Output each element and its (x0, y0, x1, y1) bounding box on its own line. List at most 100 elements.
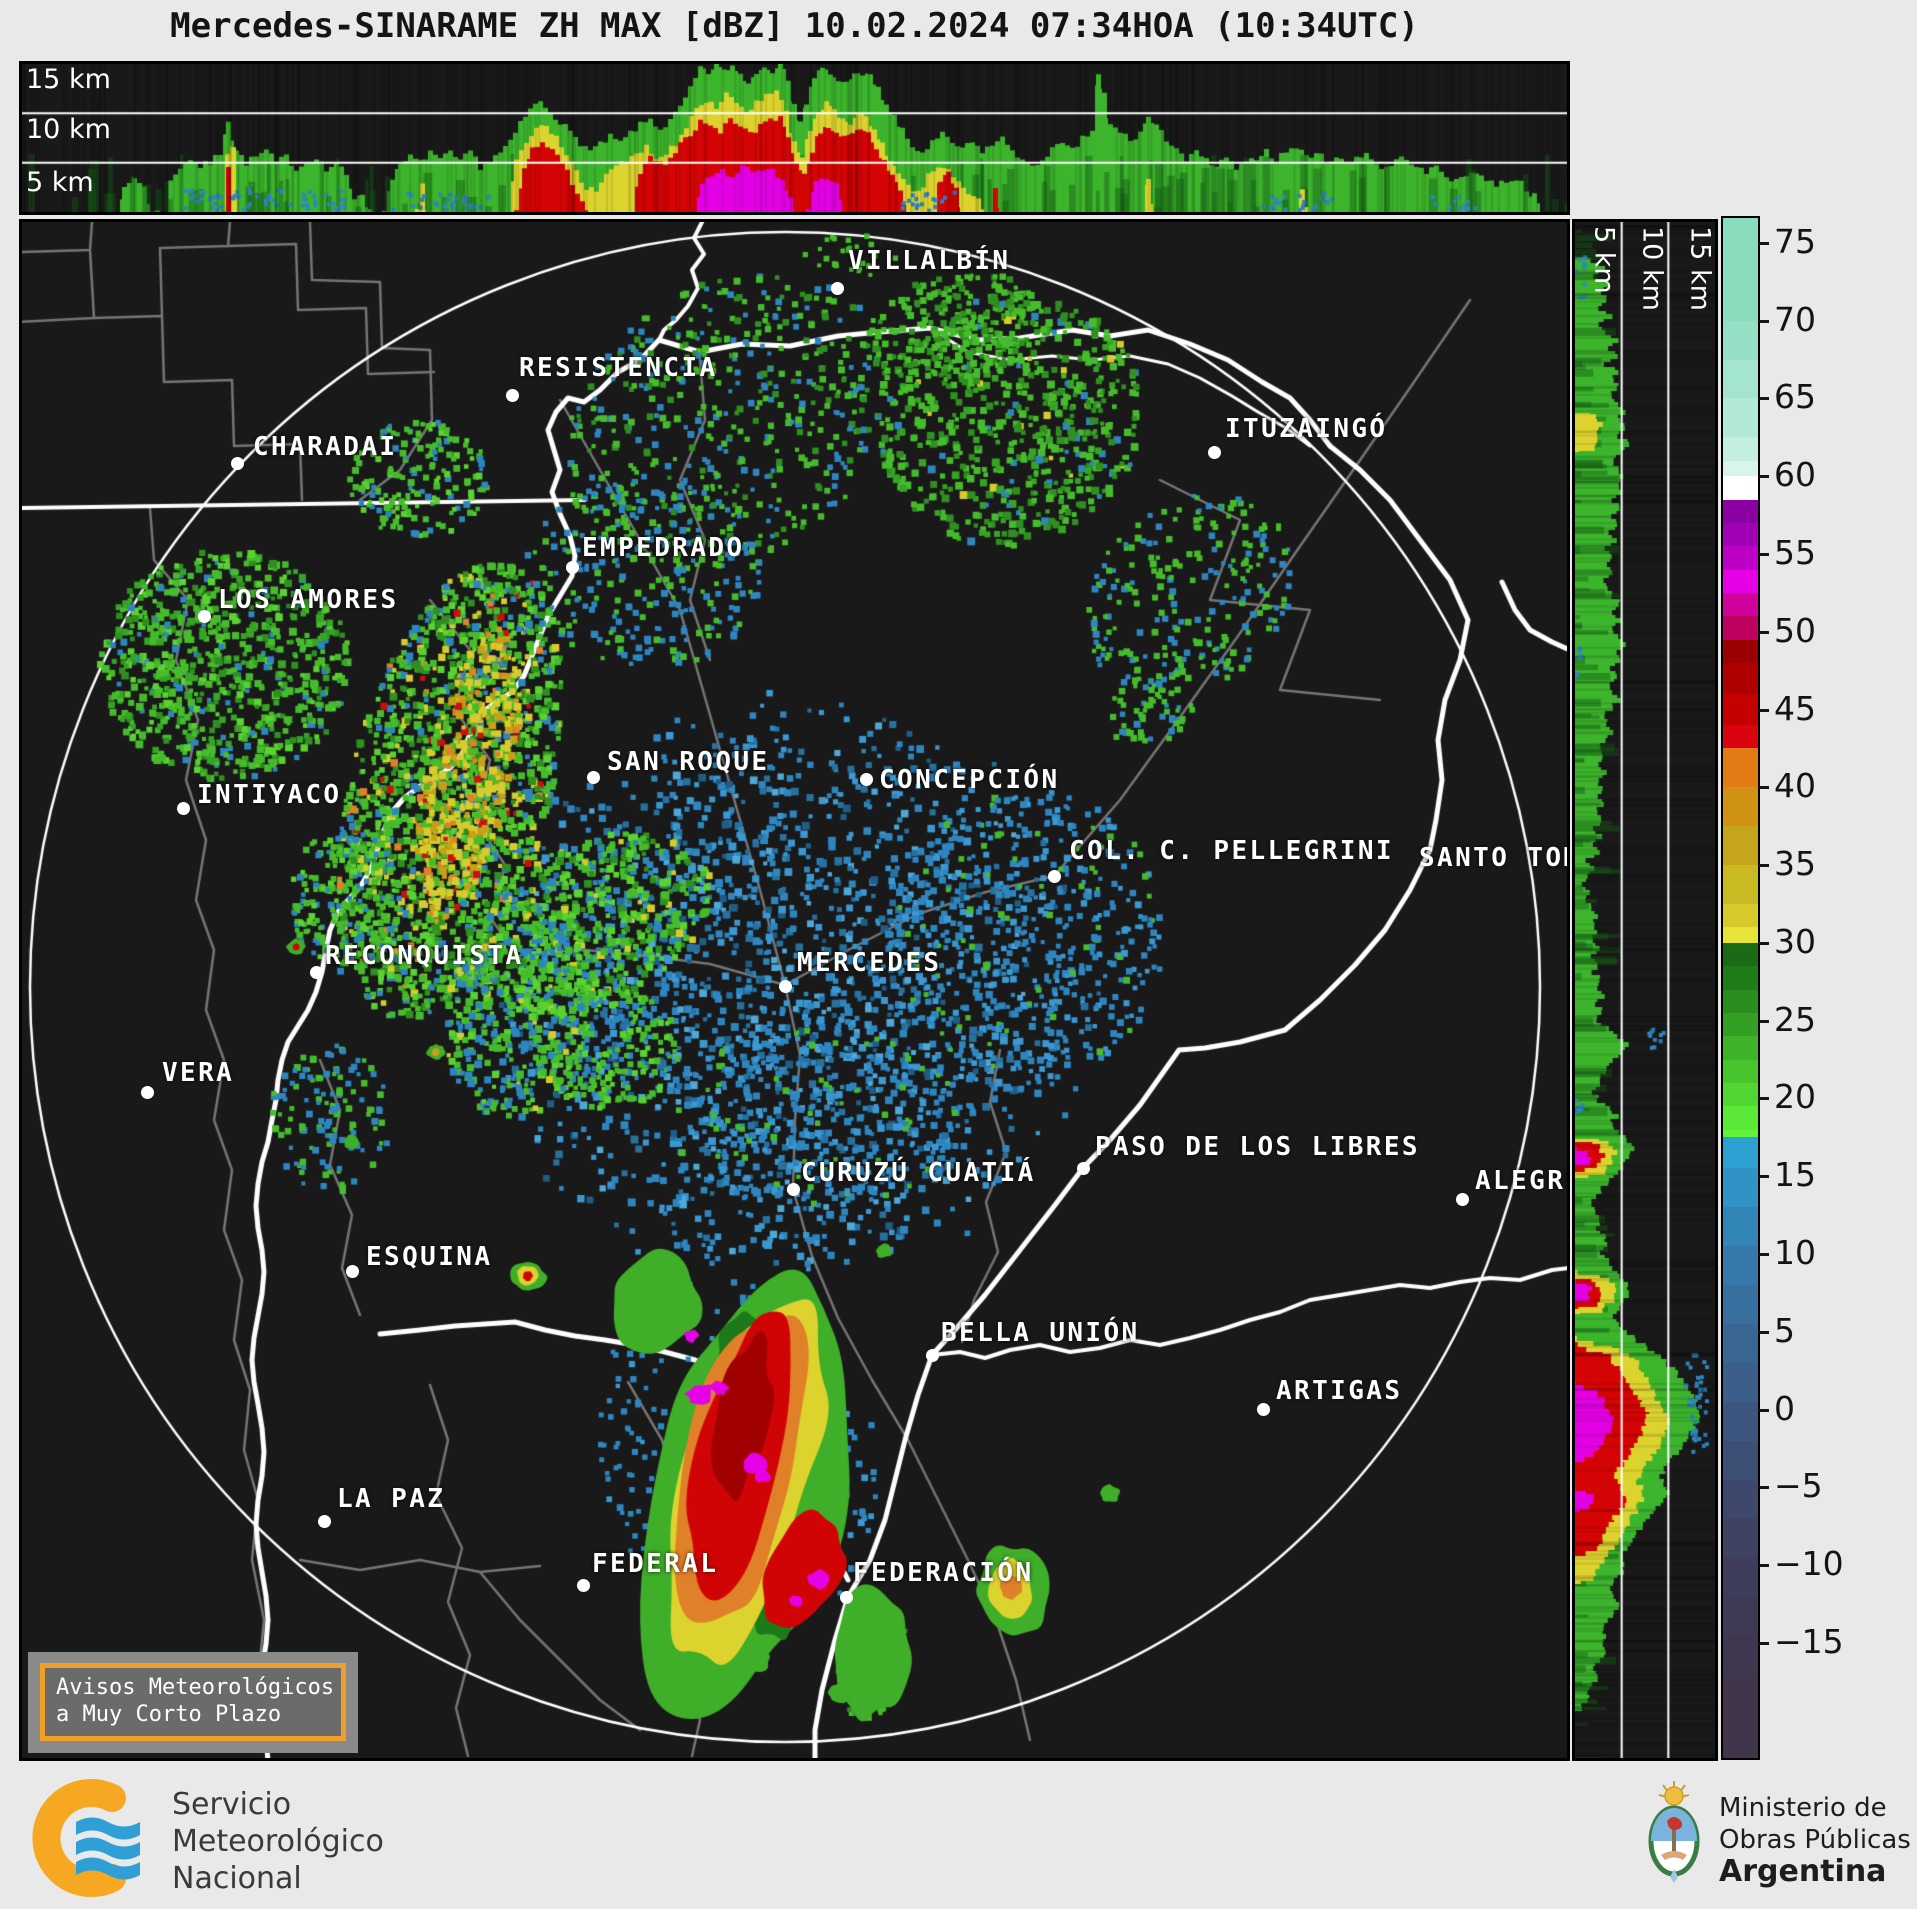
colorbar-tick (1759, 1175, 1769, 1179)
colorbar-tick (1759, 553, 1769, 556)
colorbar-tick-label: 5 (1774, 1310, 1795, 1350)
city-label: COL. C. PELLEGRINI (1069, 836, 1394, 866)
colorbar-tick-label: 35 (1774, 844, 1816, 884)
weather-warning-inner: Avisos Meteorológicos a Muy Corto Plazo (40, 1663, 346, 1741)
city-label: LOS AMORES (218, 585, 399, 615)
colorbar-segment (1723, 592, 1758, 617)
smn-line2: Meteorológico (172, 1824, 384, 1859)
city-dot (926, 1349, 939, 1362)
colorbar-segment (1723, 476, 1758, 501)
city-dot (840, 1591, 853, 1604)
weather-warning-box: Avisos Meteorológicos a Muy Corto Plazo (28, 1652, 358, 1753)
colorbar-tick-label: 60 (1774, 455, 1816, 495)
city-label: INTIYACO (197, 780, 342, 810)
colorbar-segment (1723, 989, 1758, 1014)
axis-label-5km-vert: 5 km (1588, 226, 1620, 294)
city-label: CURUZÚ CUATIÁ (801, 1158, 1036, 1188)
colorbar-segment (1723, 826, 1758, 866)
weather-warning-line1: Avisos Meteorológicos (56, 1675, 335, 1700)
city-dot (1208, 446, 1221, 459)
colorbar-tick (1759, 1408, 1769, 1412)
colorbar-segment (1723, 398, 1758, 438)
colorbar-tick (1759, 475, 1769, 479)
city-dot (566, 561, 579, 574)
ministry-text: Ministerio de Obras Públicas Argentina (1719, 1792, 1911, 1888)
city-label: ARTIGAS (1276, 1376, 1403, 1406)
colorbar-tick-label: 10 (1774, 1232, 1816, 1272)
city-label: RESISTENCIA (519, 353, 718, 383)
colorbar-segment (1723, 1440, 1758, 1481)
city-dot (198, 610, 211, 623)
colorbar-tick (1759, 397, 1769, 401)
colorbar-tick-label: 75 (1774, 221, 1816, 261)
axis-label-15km-vert: 15 km (1684, 226, 1716, 311)
colorbar-segment (1723, 942, 1758, 967)
city-label: SANTO TOMÉ (1419, 843, 1567, 873)
city-label: CONCEPCIÓN (879, 765, 1060, 795)
city-dot (1048, 870, 1061, 883)
colorbar-segment (1723, 437, 1758, 462)
colorbar-segment (1723, 927, 1758, 944)
city-dot (141, 1086, 154, 1099)
colorbar-tick (1759, 1330, 1769, 1334)
right-cross-section-panel: 5 km 10 km 15 km (1572, 219, 1718, 1761)
top-cross-section-panel: 15 km 10 km 5 km (19, 61, 1570, 215)
smn-line3: Nacional (172, 1861, 302, 1896)
city-label: PASO DE LOS LIBRES (1095, 1132, 1420, 1162)
colorbar-tick-label: −10 (1774, 1544, 1844, 1584)
colorbar-tick (1759, 630, 1769, 634)
axis-label-15km: 15 km (26, 64, 111, 95)
colorbar-segment (1723, 1324, 1758, 1364)
colorbar-segment (1723, 569, 1758, 594)
colorbar-tick-label: 20 (1774, 1077, 1816, 1117)
city-label: MERCEDES (797, 948, 942, 978)
colorbar-segment (1723, 639, 1758, 664)
city-label: ESQUINA (366, 1242, 493, 1272)
axis-label-10km: 10 km (26, 114, 111, 145)
ministry-line1: Ministerio de (1719, 1793, 1887, 1823)
city-dot (1257, 1403, 1270, 1416)
colorbar-segment (1723, 1059, 1758, 1084)
city-label: EMPEDRADO (582, 533, 745, 563)
colorbar-tick (1759, 319, 1769, 323)
ministry-line2: Obras Públicas (1719, 1825, 1911, 1855)
city-dot (310, 966, 323, 979)
colorbar-segment (1723, 320, 1758, 361)
city-dot (779, 980, 792, 993)
city-dot (577, 1579, 590, 1592)
colorbar-segment (1723, 1012, 1758, 1037)
colorbar-segment (1723, 725, 1758, 749)
city-label: FEDERACIÓN (853, 1558, 1034, 1588)
colorbar-tick (1759, 1097, 1769, 1101)
city-label: SAN ROQUE (607, 747, 770, 777)
colorbar-segment (1723, 1479, 1758, 1519)
colorbar-segment (1723, 904, 1758, 928)
city-dot (787, 1183, 800, 1196)
colorbar-segment (1723, 1207, 1758, 1247)
colorbar-tick-label: 50 (1774, 610, 1816, 650)
colorbar-tick (1759, 708, 1769, 712)
dbz-colorbar (1721, 216, 1760, 1760)
colorbar-tick-label: 25 (1774, 999, 1816, 1039)
colorbar-segment (1723, 460, 1758, 477)
city-dot (506, 389, 519, 402)
colorbar-segment (1723, 1635, 1758, 1675)
colorbar-tick (1759, 864, 1769, 868)
page-title: Mercedes-SINARAME ZH MAX [dBZ] 10.02.202… (170, 6, 1419, 46)
colorbar-tick (1759, 1253, 1769, 1256)
colorbar-tick-label: 15 (1774, 1155, 1816, 1195)
colorbar-segment (1723, 1246, 1758, 1286)
colorbar-segment (1723, 966, 1758, 991)
axis-label-10km-vert: 10 km (1636, 226, 1668, 311)
city-dot (346, 1265, 359, 1278)
colorbar-segment (1723, 1518, 1758, 1558)
colorbar-segment (1723, 1401, 1758, 1442)
colorbar-tick-label: 0 (1774, 1388, 1795, 1428)
colorbar-tick-label: 30 (1774, 921, 1816, 961)
colorbar-tick-label: 65 (1774, 377, 1816, 417)
top-cross-section-canvas (22, 64, 1567, 212)
colorbar-segment (1723, 616, 1758, 641)
colorbar-segment (1723, 1168, 1758, 1208)
colorbar-segment (1723, 694, 1758, 726)
